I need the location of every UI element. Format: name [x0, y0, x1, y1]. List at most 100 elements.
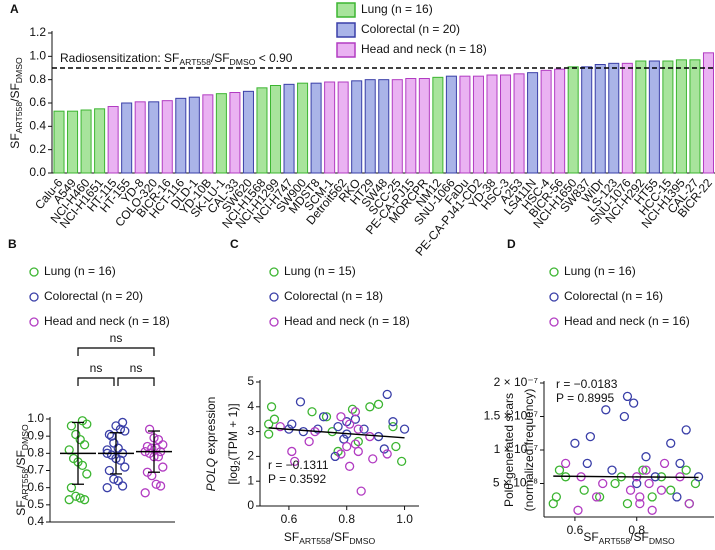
- legend-marker: [549, 317, 559, 327]
- point: [342, 417, 352, 427]
- text-part: Radiosensitization: SF: [60, 51, 179, 65]
- point: [625, 485, 636, 495]
- point: [142, 441, 153, 452]
- point: [382, 449, 392, 459]
- point: [359, 424, 369, 434]
- y-tick-label: 0.6: [27, 480, 44, 494]
- point: [353, 446, 363, 457]
- panel-d: D 5 × 10⁻⁸ 1 × 10⁻⁷ 1.5 × 10⁻⁷ 2 × 10⁻⁷ 0.6 0.…: [484, 237, 714, 546]
- point: [399, 424, 410, 434]
- bar: [648, 60, 660, 174]
- bar: [242, 90, 254, 174]
- point: [66, 483, 77, 493]
- y-tick-label: 0: [247, 498, 254, 512]
- point: [109, 474, 119, 484]
- point: [622, 498, 633, 509]
- point: [344, 419, 355, 429]
- point: [321, 412, 332, 422]
- point: [672, 492, 682, 502]
- y-tick-label: 1.2: [29, 25, 46, 39]
- y-tick-label: 3: [247, 424, 254, 438]
- point: [368, 454, 378, 464]
- bar: [269, 85, 282, 174]
- y-tick-label: 2 × 10⁻⁷: [494, 375, 538, 389]
- point: [79, 440, 90, 450]
- significance-label: ns: [130, 361, 143, 375]
- point: [333, 421, 343, 432]
- stat-label: P = 0.3592: [268, 472, 326, 486]
- point: [313, 424, 323, 434]
- regression-line: [553, 475, 699, 479]
- bar: [689, 59, 701, 174]
- bar: [351, 80, 363, 174]
- text-part: 2: [232, 460, 242, 465]
- bar: [107, 106, 119, 174]
- text-part: /SF: [211, 51, 230, 65]
- point: [619, 411, 630, 422]
- bar: [581, 66, 593, 174]
- point: [75, 493, 85, 503]
- legend-label: Head and neck (n = 18): [44, 314, 170, 328]
- point: [610, 478, 620, 489]
- bar: [500, 74, 512, 174]
- point: [347, 404, 358, 414]
- bar: [324, 81, 336, 174]
- x-axis-title: SFART558/SFDMSO: [583, 530, 675, 546]
- text-part: (TPM + 1)]: [226, 403, 240, 460]
- point: [585, 431, 596, 442]
- bar: [567, 66, 579, 174]
- point: [304, 436, 314, 447]
- y-tick-label: 0.4: [29, 119, 46, 133]
- bar: [594, 64, 606, 174]
- point: [554, 465, 565, 475]
- text-part: expression: [204, 397, 218, 458]
- stat-label: r = −0.0183: [556, 377, 618, 391]
- y-axis-title: (normalized frequency): [522, 389, 536, 512]
- point: [379, 444, 389, 454]
- significance-bracket: [77, 377, 115, 386]
- legend-label: Lung (n = 16): [564, 264, 636, 278]
- point: [659, 458, 670, 469]
- point: [675, 458, 685, 469]
- text-part: DMSO: [14, 57, 24, 83]
- point: [382, 389, 392, 400]
- point: [295, 397, 306, 407]
- point: [656, 485, 667, 495]
- y-tick-label: 1.0: [27, 411, 44, 425]
- panel-letter: A: [10, 2, 19, 16]
- bar: [418, 78, 430, 174]
- y-tick-label: 0.9: [27, 428, 44, 442]
- point: [681, 425, 691, 435]
- point: [66, 421, 77, 431]
- legend-swatch: [336, 42, 356, 58]
- y-axis-title: [log2(TPM + 1)]: [226, 403, 242, 484]
- bar: [364, 79, 376, 174]
- point: [641, 465, 651, 475]
- x-tick-label: 0.8: [338, 512, 355, 526]
- bar: [554, 68, 566, 174]
- point: [336, 412, 346, 422]
- threshold-annotation: Radiosensitization: SFART558/SFDMSO < 0.…: [60, 51, 293, 67]
- legend-label: Colorectal (n = 20): [361, 22, 460, 36]
- text-part: SF: [583, 530, 598, 544]
- point: [641, 452, 651, 462]
- legend-label: Lung (n = 16): [44, 264, 116, 278]
- legend-swatch: [336, 2, 356, 18]
- bar: [148, 101, 160, 174]
- point: [342, 441, 352, 452]
- point: [353, 436, 363, 447]
- point: [388, 421, 398, 432]
- legend-marker: [29, 317, 39, 327]
- point: [82, 469, 92, 479]
- y-tick-label: 5: [247, 374, 254, 388]
- bar: [188, 96, 200, 174]
- legend-label: Lung (n = 15): [284, 264, 356, 278]
- point: [598, 478, 608, 489]
- y-axis-title: SFART558/SFDMSO: [8, 57, 24, 149]
- bar: [337, 81, 349, 174]
- point: [388, 417, 398, 427]
- point: [579, 485, 589, 495]
- y-tick-label: 1.5 × 10⁻⁷: [484, 409, 538, 423]
